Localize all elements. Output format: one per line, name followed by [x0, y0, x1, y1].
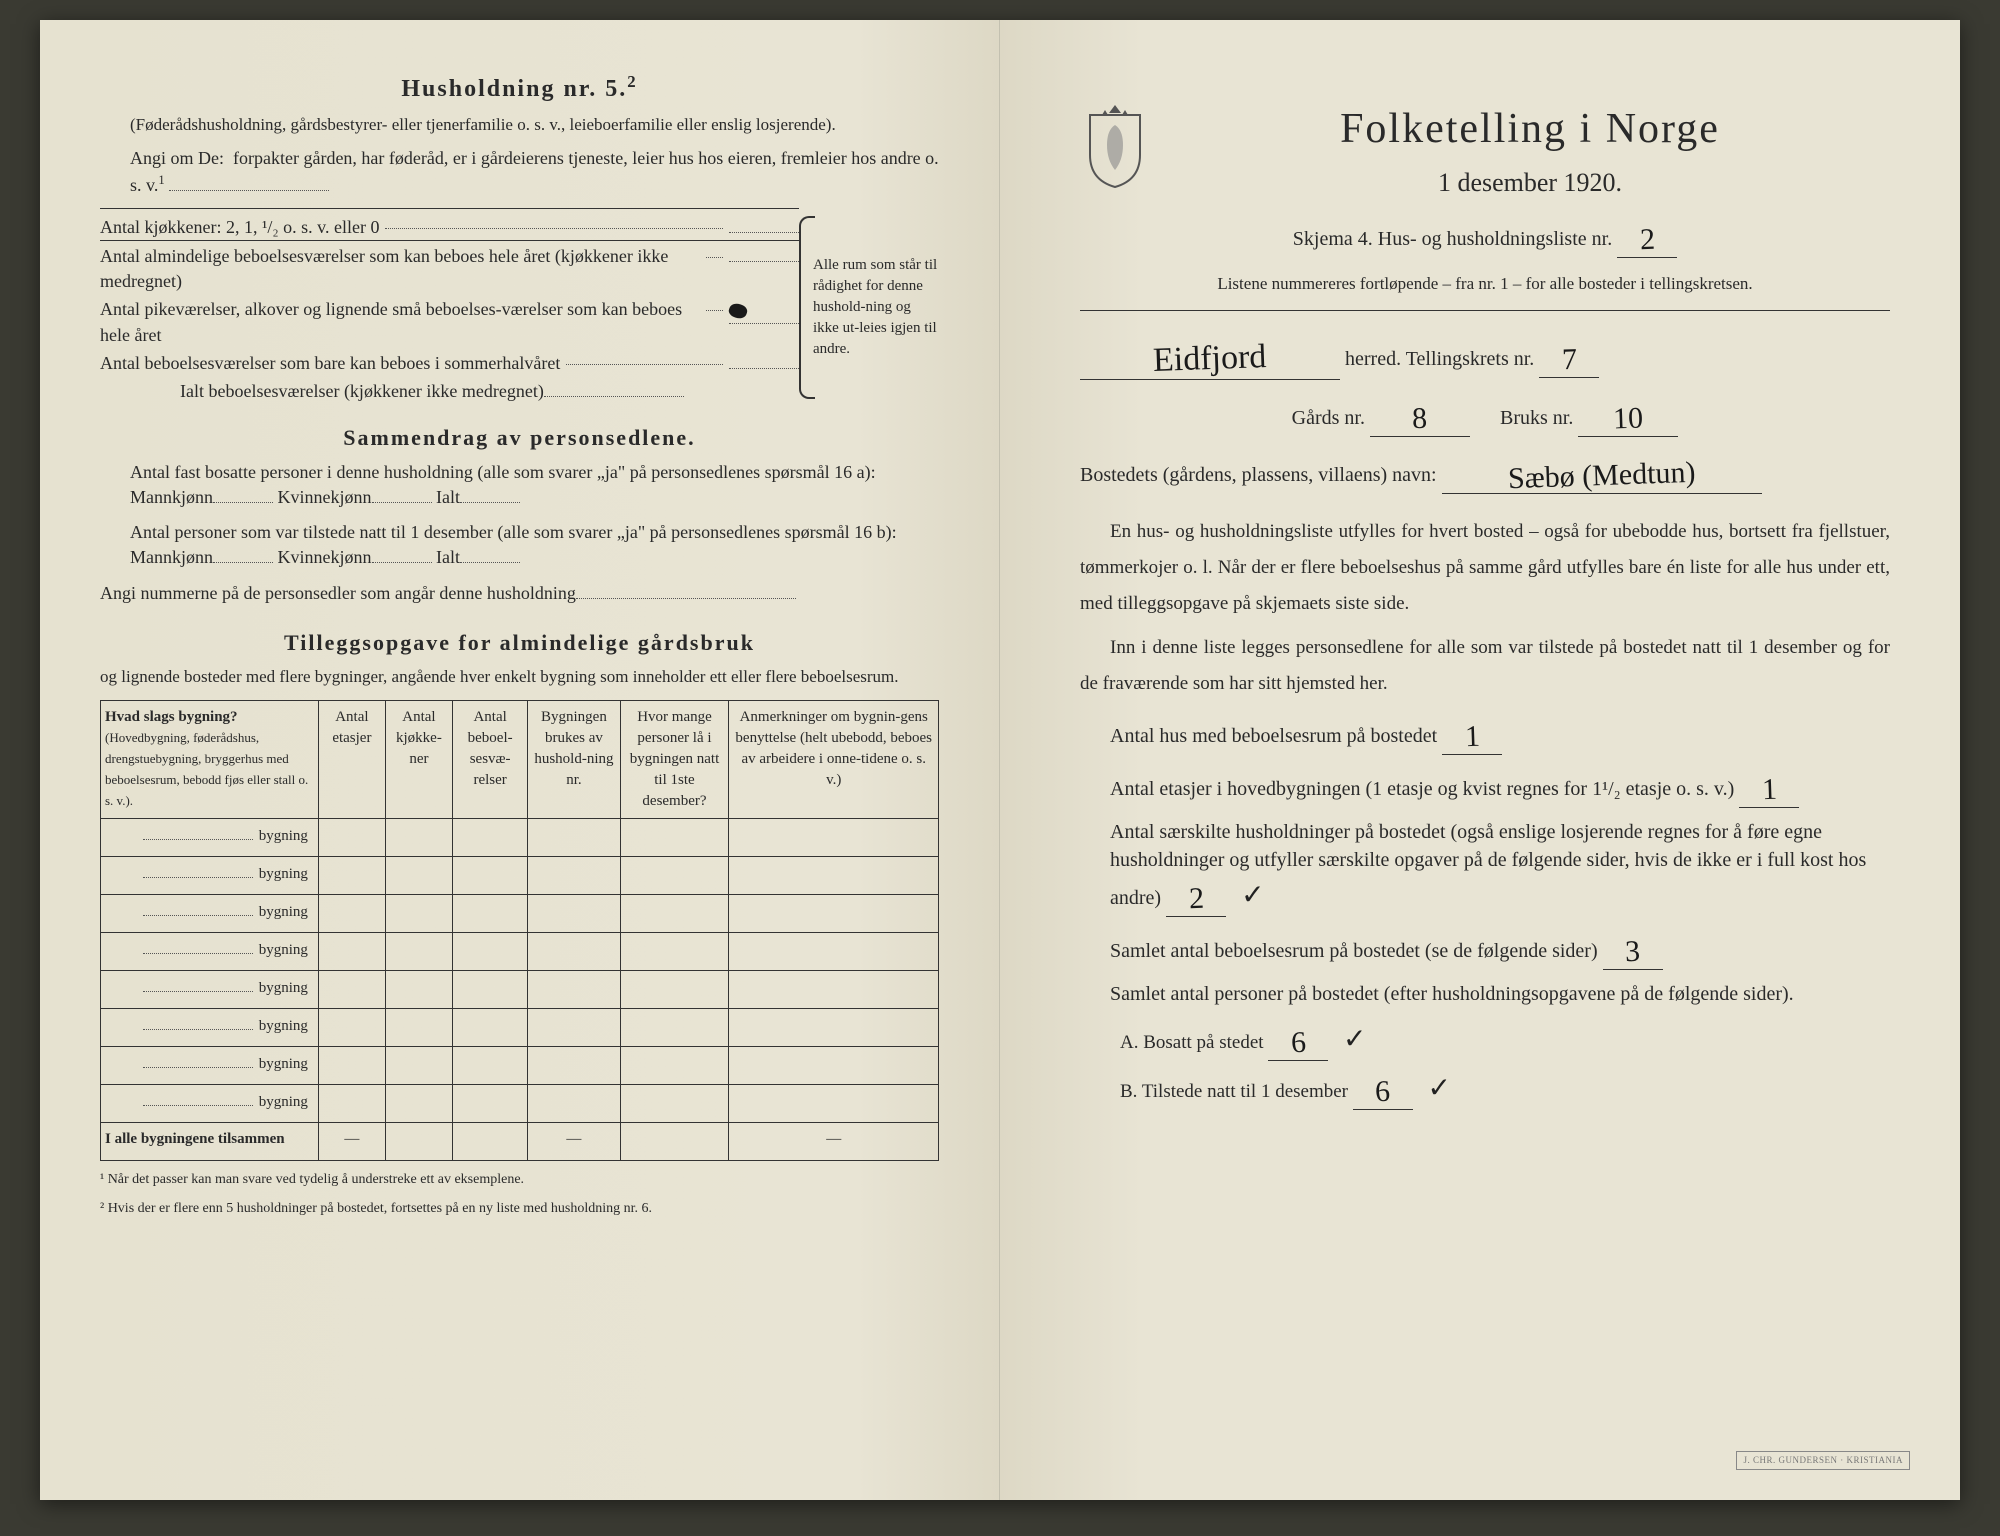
- bosted-line: Bostedets (gårdens, plassens, villaens) …: [1080, 451, 1890, 494]
- table-row: bygning: [101, 1009, 939, 1047]
- table-row: bygning: [101, 819, 939, 857]
- para2: Inn i denne liste legges personsedlene f…: [1080, 630, 1890, 702]
- sammendrag-title: Sammendrag av personsedlene.: [100, 423, 939, 454]
- col3: Antal kjøkke-ner: [385, 701, 452, 819]
- q5-row: Samlet antal personer på bostedet (efter…: [1110, 980, 1890, 1008]
- footnote2: ² Hvis der er flere enn 5 husholdninger …: [100, 1200, 939, 1218]
- h5-angi: Angi om De: forpakter gården, har føderå…: [130, 146, 939, 197]
- subtitle: 1 desember 1920.: [1170, 165, 1890, 201]
- col7: Anmerkninger om bygnin-gens benyttelse (…: [729, 701, 939, 819]
- coat-of-arms-icon: [1080, 100, 1150, 190]
- para1: En hus- og husholdningsliste utfylles fo…: [1080, 514, 1890, 622]
- left-page: Husholdning nr. 5.2 (Føderådshusholdning…: [40, 20, 1000, 1500]
- sammendrag-p2: Antal personer som var tilstede natt til…: [130, 520, 939, 570]
- footnote1: ¹ Når det passer kan man svare ved tydel…: [100, 1171, 939, 1189]
- checkmark-icon: ✓: [1241, 880, 1264, 911]
- main-title: Folketelling i Norge: [1170, 100, 1890, 159]
- q1-row: Antal hus med beboelsesrum på bostedet 1: [1110, 712, 1890, 755]
- listene-line: Listene nummereres fortløpende – fra nr.…: [1080, 272, 1890, 311]
- col4: Antal beboel-sesvæ-relser: [452, 701, 527, 819]
- table-row: bygning: [101, 971, 939, 1009]
- q4-row: Samlet antal beboelsesrum på bostedet (s…: [1110, 927, 1890, 970]
- skjema-line: Skjema 4. Hus- og husholdningsliste nr. …: [1080, 215, 1890, 258]
- ink-blot: [727, 302, 749, 321]
- title-block: Folketelling i Norge 1 desember 1920.: [1080, 100, 1890, 201]
- table-row: bygning: [101, 895, 939, 933]
- rooms-r1: Antal almindelige beboelsesværelser som …: [100, 244, 700, 294]
- q2-row: Antal etasjer i hovedbygningen (1 etasje…: [1110, 765, 1890, 808]
- rooms-block: Antal kjøkkener: 2, 1, ¹/₂ o. s. v. elle…: [100, 208, 939, 407]
- qB-row: B. Tilstede natt til 1 desember 6 ✓: [1120, 1067, 1890, 1110]
- sammendrag-p1: Antal fast bosatte personer i denne hush…: [130, 460, 939, 510]
- gards-line: Gårds nr. 8 Bruks nr. 10: [1080, 394, 1890, 437]
- tillegg-sub: og lignende bosteder med flere bygninger…: [100, 665, 939, 689]
- printer-stamp: J. CHR. GUNDERSEN · KRISTIANIA: [1736, 1451, 1910, 1470]
- table-row: bygning: [101, 1085, 939, 1123]
- document-spread: Husholdning nr. 5.2 (Føderådshusholdning…: [40, 20, 1960, 1500]
- col2: Antal etasjer: [318, 701, 385, 819]
- checkmark-icon: ✓: [1343, 1024, 1366, 1055]
- bracket-note: Alle rum som står til rådighet for denne…: [799, 208, 939, 407]
- sammendrag-p3: Angi nummerne på de personsedler som ang…: [100, 581, 939, 606]
- table-row: bygning: [101, 933, 939, 971]
- kjokken-row: Antal kjøkkener: 2, 1, ¹/₂ o. s. v. elle…: [100, 215, 379, 240]
- table-row: bygning: [101, 857, 939, 895]
- q3-row: Antal særskilte husholdninger på bostede…: [1110, 818, 1890, 917]
- checkmark-icon: ✓: [1428, 1073, 1451, 1104]
- tillegg-title: Tilleggsopgave for almindelige gårdsbruk: [100, 628, 939, 659]
- col1: Hvad slags bygning?(Hovedbygning, føderå…: [101, 701, 319, 819]
- rooms-r3: Antal beboelsesværelser som bare kan beb…: [100, 351, 560, 376]
- table-row: bygning: [101, 1047, 939, 1085]
- table-total-row: I alle bygningene tilsammen———: [101, 1123, 939, 1161]
- herred-line: Eidfjord herred. Tellingskrets nr. 7: [1080, 331, 1890, 380]
- h5-title: Husholdning nr. 5.2: [100, 70, 939, 107]
- body-paragraphs: En hus- og husholdningsliste utfylles fo…: [1080, 514, 1890, 702]
- col6: Hvor mange personer lå i bygningen natt …: [620, 701, 729, 819]
- rooms-r2: Antal pikeværelser, alkover og lignende …: [100, 297, 700, 347]
- col5: Bygningen brukes av hushold-ning nr.: [528, 701, 620, 819]
- bygning-table: Hvad slags bygning?(Hovedbygning, føderå…: [100, 700, 939, 1161]
- qA-row: A. Bosatt på stedet 6 ✓: [1120, 1018, 1890, 1061]
- rooms-total: Ialt beboelsesværelser (kjøkkener ikke m…: [180, 379, 544, 404]
- right-page: Folketelling i Norge 1 desember 1920. Sk…: [1000, 20, 1960, 1500]
- h5-paren: (Føderådshusholdning, gårdsbestyrer- ell…: [130, 113, 939, 137]
